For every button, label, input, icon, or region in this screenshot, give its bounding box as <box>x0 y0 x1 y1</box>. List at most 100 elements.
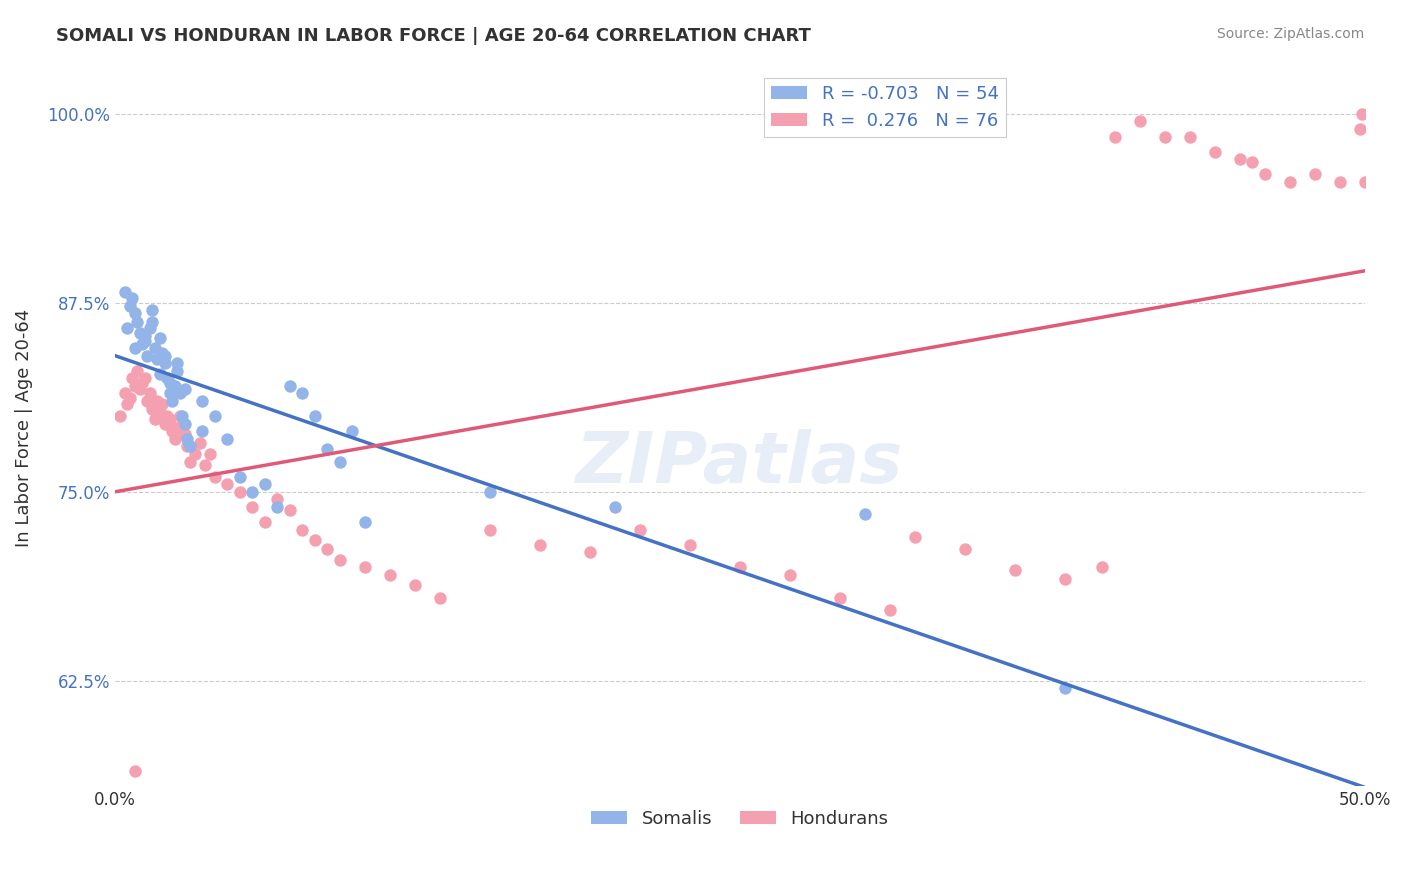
Point <box>139 386 162 401</box>
Point <box>353 560 375 574</box>
Point <box>121 291 143 305</box>
Point <box>141 315 163 329</box>
Point <box>828 591 851 605</box>
Point <box>153 356 176 370</box>
Point <box>117 397 139 411</box>
Point <box>329 454 352 468</box>
Point <box>153 417 176 431</box>
Point <box>194 458 217 472</box>
Point <box>628 523 651 537</box>
Point <box>1348 122 1371 136</box>
Point <box>159 386 181 401</box>
Point <box>1053 573 1076 587</box>
Point <box>603 500 626 514</box>
Point <box>404 578 426 592</box>
Point <box>149 367 172 381</box>
Point <box>141 303 163 318</box>
Point <box>124 764 146 779</box>
Point <box>169 409 191 424</box>
Point <box>169 386 191 401</box>
Point <box>184 447 207 461</box>
Point <box>316 442 339 457</box>
Point <box>117 321 139 335</box>
Point <box>304 409 326 424</box>
Point <box>134 371 156 385</box>
Point <box>1204 145 1226 159</box>
Point <box>179 454 201 468</box>
Point <box>173 382 195 396</box>
Point <box>253 477 276 491</box>
Point <box>150 345 173 359</box>
Point <box>127 364 149 378</box>
Point <box>173 417 195 431</box>
Point <box>1178 129 1201 144</box>
Point <box>191 394 214 409</box>
Point <box>342 424 364 438</box>
Point <box>266 492 288 507</box>
Point <box>904 530 927 544</box>
Point <box>166 356 188 370</box>
Point <box>1351 107 1374 121</box>
Point <box>128 326 150 340</box>
Point <box>1241 155 1264 169</box>
Point <box>1303 167 1326 181</box>
Point <box>159 376 181 390</box>
Point <box>139 321 162 335</box>
Point <box>118 299 141 313</box>
Point <box>266 500 288 514</box>
Point <box>136 394 159 409</box>
Point <box>217 432 239 446</box>
Point <box>953 542 976 557</box>
Point <box>150 397 173 411</box>
Point <box>1091 560 1114 574</box>
Point <box>134 329 156 343</box>
Point <box>853 508 876 522</box>
Point <box>128 382 150 396</box>
Point <box>191 424 214 438</box>
Point <box>124 379 146 393</box>
Point <box>1104 129 1126 144</box>
Point <box>108 409 131 424</box>
Point <box>172 409 194 424</box>
Point <box>124 341 146 355</box>
Point <box>149 406 172 420</box>
Point <box>176 439 198 453</box>
Point <box>879 602 901 616</box>
Point <box>176 432 198 446</box>
Text: ZIPatlas: ZIPatlas <box>576 429 904 498</box>
Point <box>156 371 179 385</box>
Point <box>163 379 186 393</box>
Point <box>353 515 375 529</box>
Point <box>146 394 169 409</box>
Point <box>1129 114 1152 128</box>
Point <box>166 421 188 435</box>
Point <box>134 334 156 348</box>
Point <box>1229 152 1251 166</box>
Point <box>143 341 166 355</box>
Point <box>127 315 149 329</box>
Point <box>240 500 263 514</box>
Point <box>141 401 163 416</box>
Point <box>229 484 252 499</box>
Point <box>114 386 136 401</box>
Point <box>1278 175 1301 189</box>
Point <box>162 424 184 438</box>
Point <box>159 412 181 426</box>
Point <box>204 469 226 483</box>
Point <box>198 447 221 461</box>
Point <box>204 409 226 424</box>
Point <box>146 351 169 366</box>
Point <box>378 567 401 582</box>
Point <box>316 542 339 557</box>
Text: SOMALI VS HONDURAN IN LABOR FORCE | AGE 20-64 CORRELATION CHART: SOMALI VS HONDURAN IN LABOR FORCE | AGE … <box>56 27 811 45</box>
Point <box>329 553 352 567</box>
Point <box>149 330 172 344</box>
Point <box>1053 681 1076 696</box>
Point <box>229 469 252 483</box>
Point <box>1354 175 1376 189</box>
Point <box>478 484 501 499</box>
Point <box>1329 175 1351 189</box>
Point <box>156 409 179 424</box>
Point <box>779 567 801 582</box>
Point <box>1254 167 1277 181</box>
